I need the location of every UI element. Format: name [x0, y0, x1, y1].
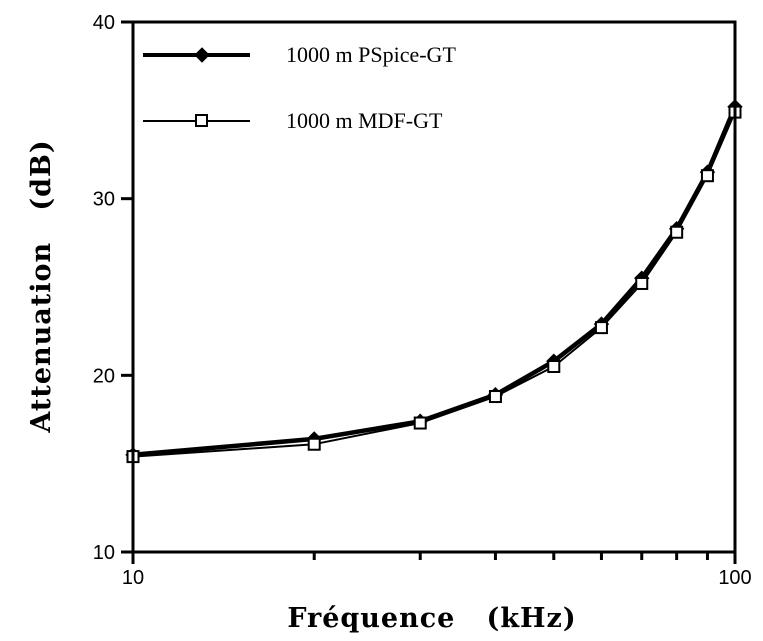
point-mdf-80 — [670, 225, 684, 239]
series-1-markers — [126, 105, 742, 464]
series-layer — [125, 99, 743, 464]
axis-ticks — [121, 20, 737, 564]
y-tick-labels: 10 20 30 40 — [93, 12, 115, 564]
point-mdf-40 — [488, 390, 502, 404]
y-tick-label-10: 10 — [93, 542, 115, 564]
legend-marker-mdf — [195, 114, 208, 127]
y-tick-label-30: 30 — [93, 189, 115, 211]
series-0-markers — [125, 99, 743, 463]
y-tick-label-20: 20 — [93, 365, 115, 387]
y-axis-title: Attenuation (dB) — [26, 139, 57, 433]
point-mdf-90 — [700, 169, 714, 183]
legend-label-mdf: 1000 m MDF-GT — [286, 108, 443, 133]
legend-marker-pspice — [194, 47, 210, 63]
series-1-line — [132, 111, 736, 458]
point-mdf-60 — [594, 321, 608, 335]
legend: 1000 m PSpice-GT 1000 m MDF-GT — [143, 42, 456, 133]
point-mdf-50 — [547, 360, 561, 373]
x-tick-label-100: 100 — [718, 567, 751, 589]
legend-item-pspice: 1000 m PSpice-GT — [143, 42, 456, 67]
series-1 — [132, 111, 736, 458]
point-mdf-20 — [307, 437, 321, 451]
plot-frame — [131, 20, 737, 554]
legend-item-mdf: 1000 m MDF-GT — [143, 108, 443, 133]
point-mdf-70 — [635, 276, 649, 290]
y-tick-label-40: 40 — [93, 12, 115, 34]
x-tick-labels: 10 100 — [122, 567, 752, 589]
series-0 — [132, 105, 738, 458]
legend-label-pspice: 1000 m PSpice-GT — [286, 42, 456, 67]
point-mdf-30 — [413, 416, 427, 430]
series-0-line — [132, 105, 738, 458]
x-tick-label-10: 10 — [122, 567, 144, 589]
x-axis-title: Fréquence (kHz) — [287, 603, 576, 634]
